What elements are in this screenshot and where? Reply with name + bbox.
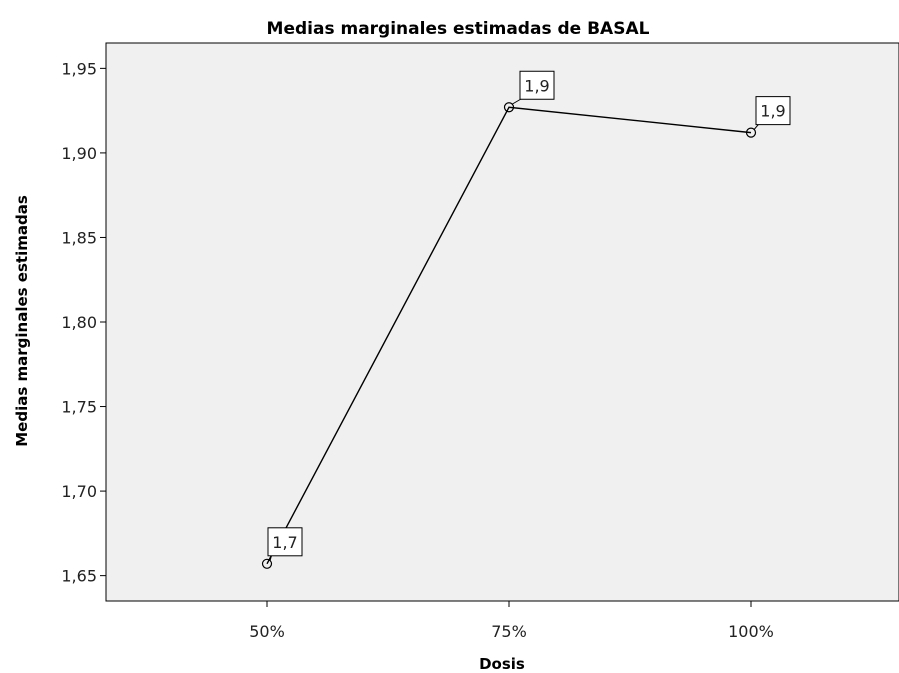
y-tick-label: 1,95	[61, 59, 97, 78]
y-axis: 1,65 1,70 1,75 1,80 1,85 1,90 1,95	[61, 59, 106, 586]
data-point	[503, 102, 515, 113]
data-point	[745, 127, 757, 138]
x-axis: 50% 75% 100%	[249, 601, 774, 641]
y-axis-label: Medias marginales estimadas	[13, 195, 31, 447]
series-group	[261, 102, 757, 569]
plot-area	[105, 42, 899, 602]
data-label: 1,9	[760, 102, 785, 121]
x-tick-label: 75%	[491, 622, 527, 641]
y-tick-label: 1,80	[61, 313, 97, 332]
y-tick-label: 1,90	[61, 144, 97, 163]
y-tick-label: 1,85	[61, 228, 97, 247]
chart-title: Medias marginales estimadas de BASAL	[267, 19, 650, 39]
x-tick-label: 50%	[249, 622, 285, 641]
data-label-box	[267, 527, 303, 557]
y-tick-label: 1,70	[61, 482, 97, 501]
data-label: 1,7	[272, 533, 297, 552]
series-line	[266, 106, 752, 565]
data-label-box	[519, 70, 555, 100]
data-label: 1,9	[524, 76, 549, 95]
data-label-box	[755, 96, 791, 126]
data-labels: 1,7 1,9 1,9	[267, 70, 791, 561]
y-tick-label: 1,75	[61, 398, 97, 417]
y-tick-label: 1,65	[61, 567, 97, 586]
data-point	[261, 558, 273, 569]
x-tick-label: 100%	[728, 622, 774, 641]
x-axis-label: Dosis	[479, 655, 525, 673]
